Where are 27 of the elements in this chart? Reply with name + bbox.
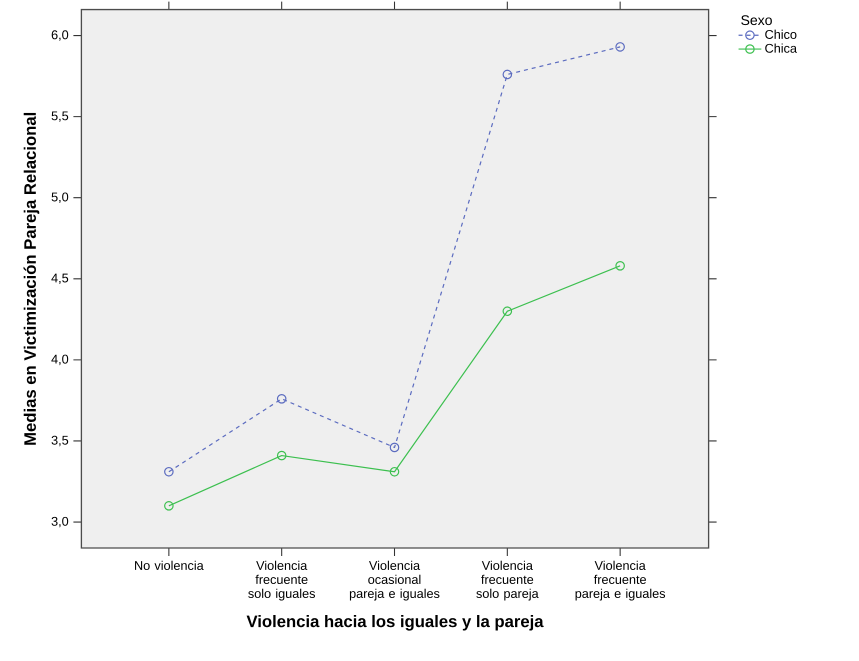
x-tick-label: Violencia frecuente solo pareja xyxy=(476,560,539,601)
x-tick-label: Violencia ocasional pareja e iguales xyxy=(350,560,440,601)
y-tick-label: 3,0 xyxy=(52,516,68,528)
point xyxy=(390,442,400,452)
y-tick-label: 3,5 xyxy=(52,436,68,446)
point xyxy=(276,450,286,460)
x-tick-label: Violencia frecuente solo iguales xyxy=(248,560,316,601)
point xyxy=(390,466,400,477)
point xyxy=(615,261,625,271)
legend-title: Sexo xyxy=(741,15,772,26)
legend-label: Chico xyxy=(765,30,796,39)
y-tick-label: 4,0 xyxy=(51,354,68,366)
y-tick-label: 4,5 xyxy=(51,274,68,284)
point xyxy=(502,306,512,316)
x-tick-label: No violencia xyxy=(135,560,204,570)
point xyxy=(615,42,625,52)
point xyxy=(164,466,174,477)
x-axis-title: Violencia hacia los iguales y la pareja xyxy=(246,614,544,631)
point xyxy=(276,394,286,404)
y-axis-title: Medias en Victimización Pareja Relacional xyxy=(24,112,40,445)
y-tick-label: 5,0 xyxy=(52,192,68,203)
point xyxy=(164,501,174,511)
y-tick-label: 6,0 xyxy=(52,30,68,41)
point xyxy=(502,70,512,80)
y-tick-label: 5,5 xyxy=(52,111,68,122)
x-tick-label: Violencia frecuente pareja e iguales xyxy=(576,560,666,601)
legend-label: Chica xyxy=(765,43,797,53)
